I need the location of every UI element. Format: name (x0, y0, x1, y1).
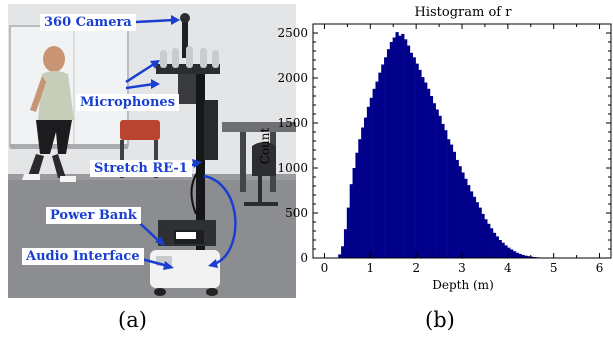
histogram-bar (375, 81, 379, 258)
panel-b-caption: (b) (425, 308, 455, 332)
callout-stretch-re1: Stretch RE-1 (90, 160, 192, 177)
depth-histogram: Histogram of r Count Depth (m) 0 1 2 3 4 5 6 0 5… (255, 0, 613, 300)
histogram-bar (352, 168, 356, 258)
callout-microphones: Microphones (76, 94, 180, 111)
histogram-bar (338, 254, 342, 258)
x-tick-label: 4 (504, 261, 512, 275)
chart-title: Histogram of r (415, 5, 513, 20)
histogram-bar (452, 151, 456, 258)
histogram-bar (381, 64, 385, 258)
histogram-bar (418, 69, 422, 259)
x-tick-label: 0 (321, 261, 329, 275)
histogram-bar (384, 57, 388, 258)
histogram-bar (524, 255, 528, 258)
histogram-bar (484, 219, 488, 258)
histogram-bar (438, 115, 442, 258)
histogram-bar (478, 207, 482, 258)
robot-photo-illustration (8, 4, 296, 298)
histogram-bar (435, 109, 439, 258)
y-tick-label: 1000 (277, 161, 308, 175)
x-tick-label: 5 (550, 261, 558, 275)
histogram-bar (401, 33, 405, 259)
histogram-bar (432, 103, 436, 258)
histogram-bar (361, 127, 365, 258)
histogram-bar (412, 57, 416, 258)
histogram-bar (481, 213, 485, 258)
histogram-bar (464, 178, 468, 258)
histogram-bar (458, 166, 462, 258)
histogram-bar (398, 35, 402, 259)
histogram-bar (372, 88, 376, 258)
histogram-bar (404, 39, 408, 258)
histogram-bar (467, 185, 471, 258)
histogram-bar (409, 52, 414, 258)
histogram-bar (349, 184, 353, 258)
histogram-bar (515, 252, 520, 258)
histogram-bar (461, 172, 465, 258)
x-tick-label: 6 (596, 261, 604, 275)
histogram-bar (527, 256, 531, 258)
x-tick-label: 2 (412, 261, 420, 275)
histogram-bar (406, 45, 411, 258)
histogram-bar (510, 249, 514, 258)
histogram-bar (355, 152, 359, 258)
histogram-bar (389, 42, 393, 258)
x-axis-label: Depth (m) (432, 278, 494, 292)
histogram-bar (444, 130, 448, 258)
histogram-bar (470, 191, 474, 258)
y-tick-label: 1500 (277, 116, 308, 130)
histogram-bar (498, 240, 502, 258)
histogram-bar (358, 139, 362, 258)
histogram-bar (447, 139, 451, 258)
y-tick-label: 500 (285, 206, 308, 220)
histogram-bar (521, 254, 525, 258)
histogram-bar (472, 196, 477, 258)
histogram-bar (415, 63, 419, 258)
histogram-bar (492, 232, 497, 258)
robot-photo: 360 Camera Microphones Stretch RE-1 Powe… (8, 4, 296, 298)
x-tick-label: 3 (458, 261, 466, 275)
histogram-bar (429, 96, 434, 258)
x-tick-label: 1 (366, 261, 374, 275)
histogram-bar (364, 117, 368, 258)
histogram-bar (475, 202, 479, 258)
histogram-bar (343, 229, 348, 258)
histogram-bar (455, 159, 459, 258)
y-tick-label: 2500 (277, 26, 308, 40)
y-tick-label: 2000 (277, 71, 308, 85)
histogram-bar (487, 223, 491, 258)
histogram-bar (530, 256, 534, 258)
histogram-bar (501, 242, 505, 258)
histogram-bar (421, 77, 425, 258)
y-axis-label: Count (258, 127, 272, 164)
histogram-bar (378, 72, 382, 258)
histogram-svg: Histogram of r Count Depth (m) 0 1 2 3 4 5 6 0 5… (258, 5, 612, 292)
callout-power-bank: Power Bank (46, 207, 141, 224)
histogram-bar (490, 228, 494, 258)
histogram-bar (386, 49, 391, 259)
histogram-bar (441, 123, 445, 259)
histogram-bar (395, 32, 399, 258)
histogram-bar (513, 251, 517, 258)
histogram-bar (346, 207, 350, 258)
histogram-bar (507, 247, 511, 258)
histogram-bar (495, 236, 499, 258)
callout-audio-interface: Audio Interface (22, 248, 144, 265)
panel-a-caption: (a) (118, 308, 147, 332)
callout-360-camera: 360 Camera (40, 14, 136, 31)
histogram-bar (504, 245, 508, 258)
histogram-bar (427, 88, 431, 258)
histogram-bar (392, 37, 396, 258)
histogram-bar (369, 97, 373, 258)
histogram-bar (518, 253, 522, 258)
histogram-bar (424, 82, 428, 258)
histogram-bar (449, 144, 454, 258)
histogram-bar (341, 246, 345, 258)
histogram-bar (366, 106, 371, 258)
y-tick-label: 0 (300, 251, 308, 265)
